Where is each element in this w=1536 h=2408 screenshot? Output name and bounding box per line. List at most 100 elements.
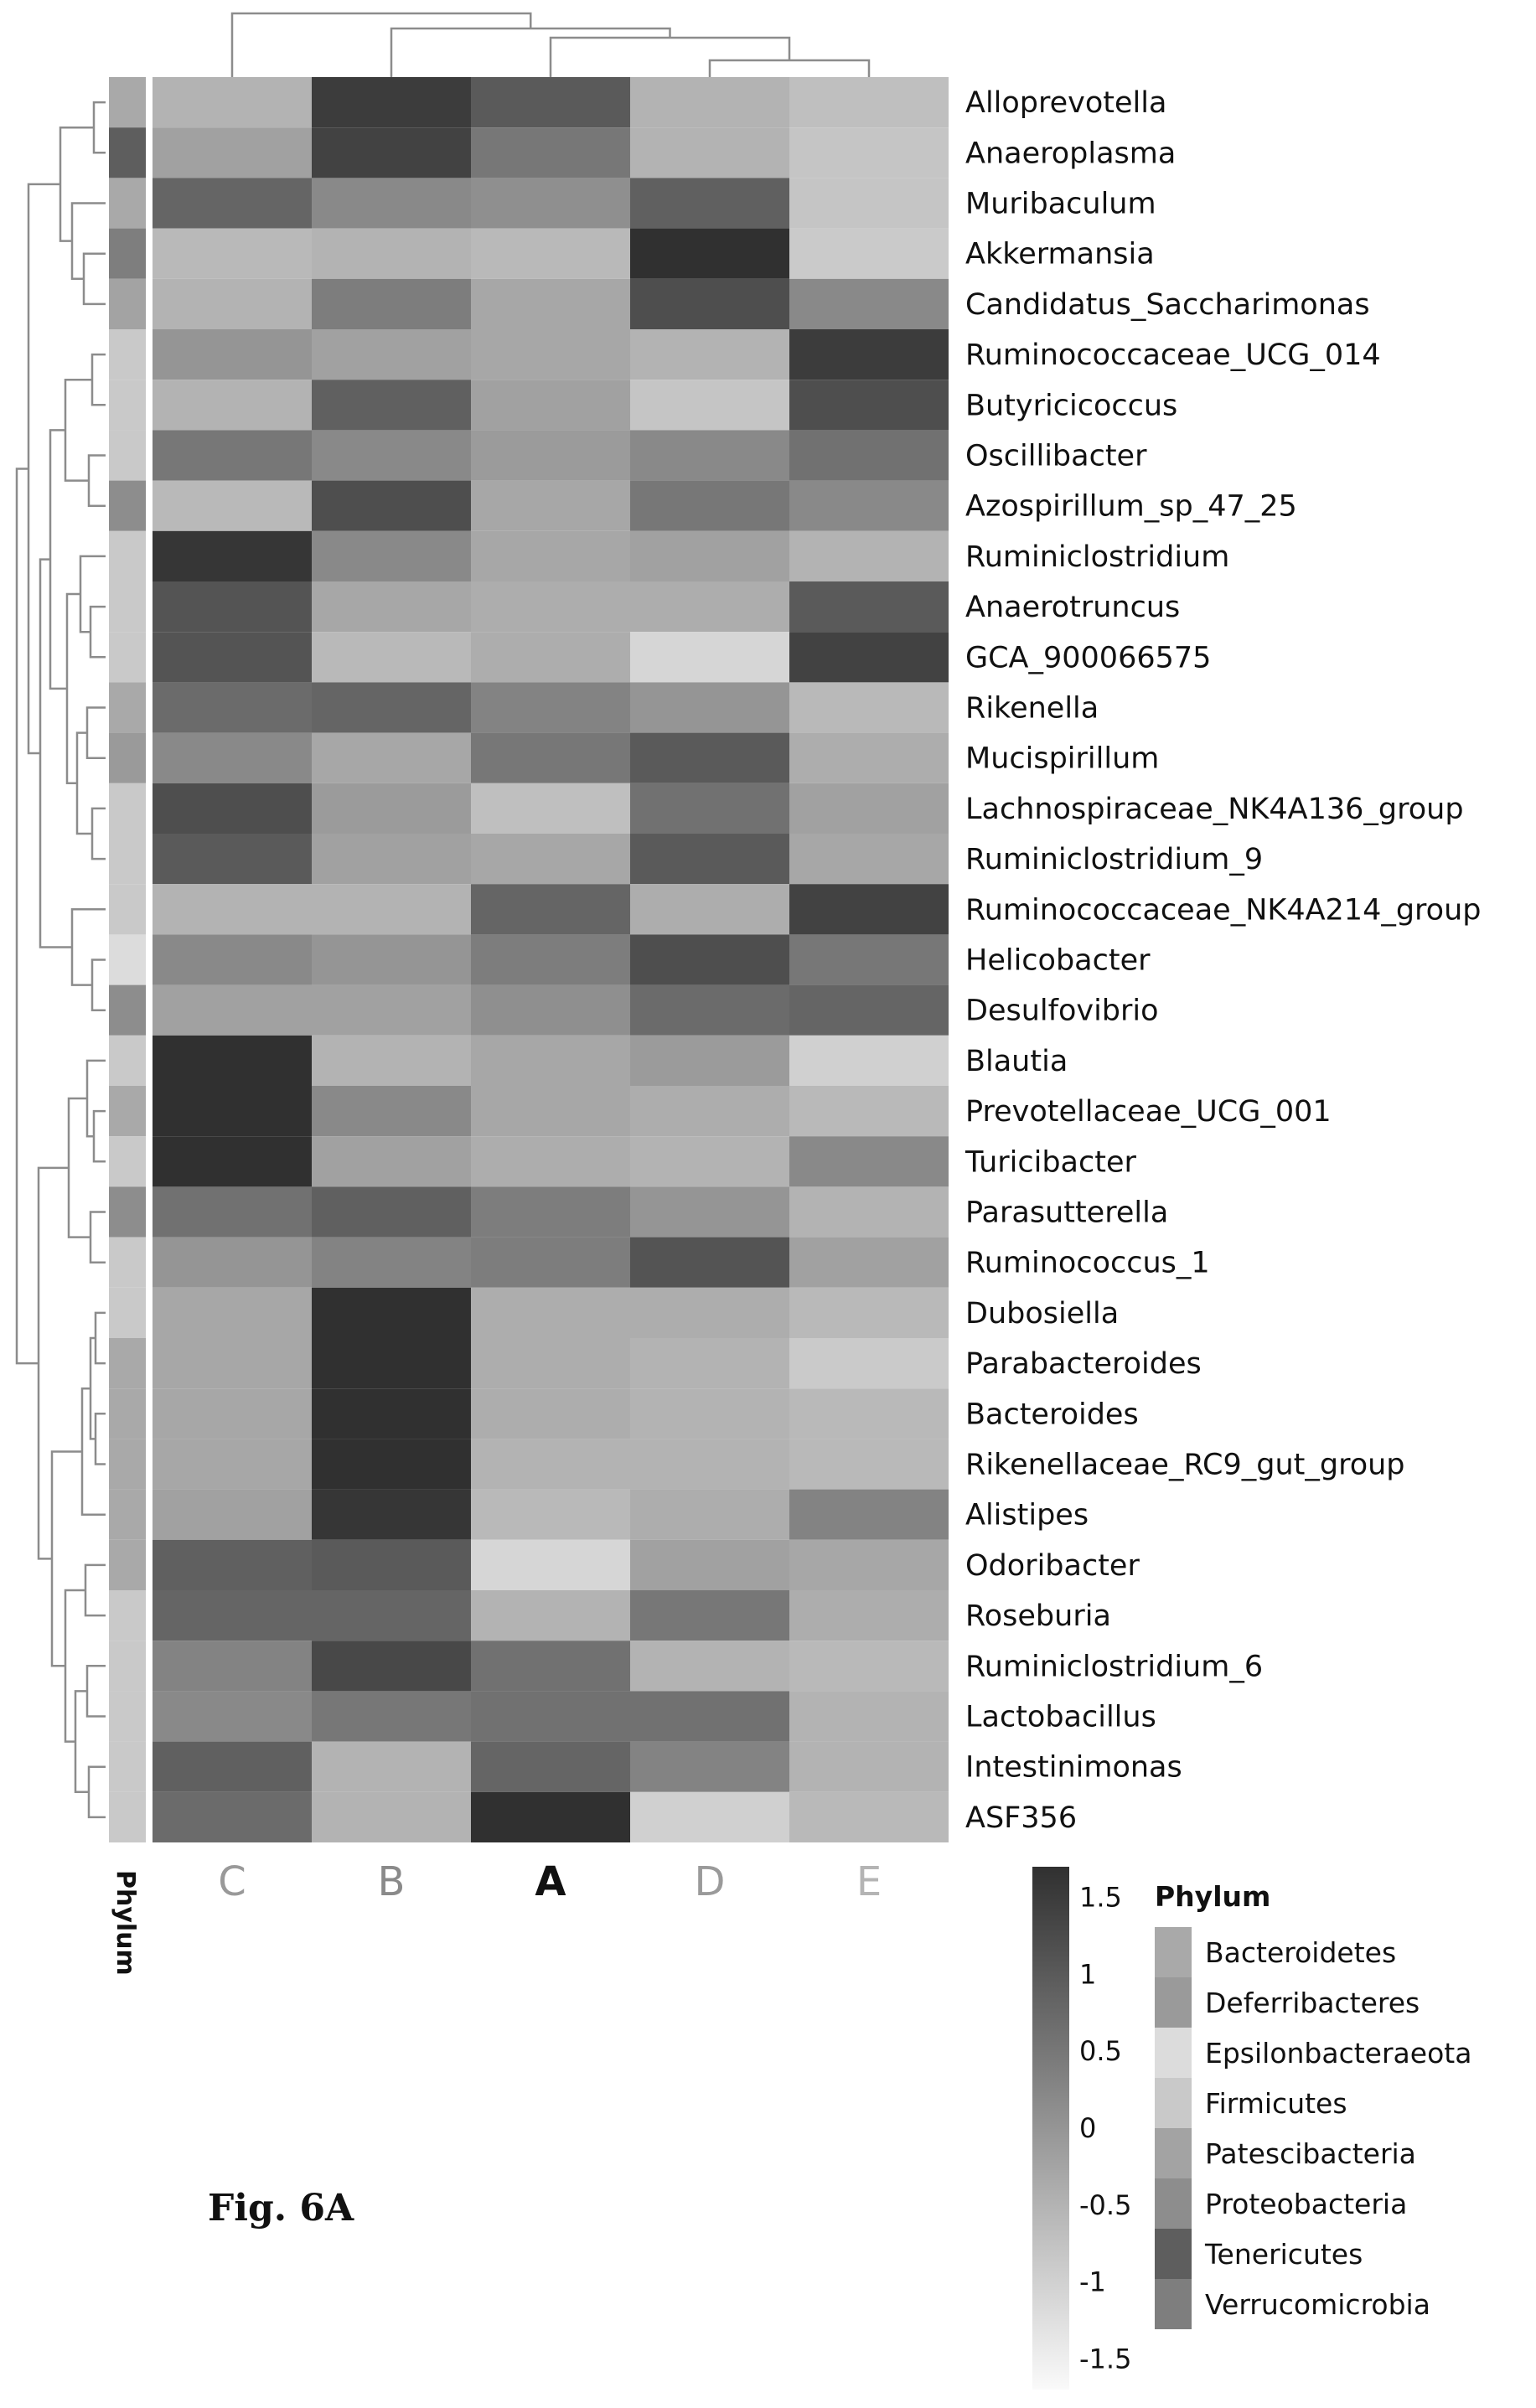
row-label: Parabacteroides xyxy=(965,1347,1202,1381)
heatmap-cell xyxy=(630,278,789,329)
heatmap-cell xyxy=(630,1590,789,1641)
dendrogram-branch xyxy=(89,1211,106,1263)
color-scale-tick: 1 xyxy=(1079,1958,1096,1990)
dendrogram-branch xyxy=(70,908,106,986)
heatmap-cell xyxy=(471,178,630,229)
heatmap-cell xyxy=(789,329,949,380)
phylum-cell xyxy=(109,1590,146,1641)
heatmap-cell xyxy=(471,1439,630,1490)
heatmap-cell xyxy=(471,530,630,581)
phylum-cell xyxy=(109,127,146,178)
column-dendrogram xyxy=(230,12,871,77)
heatmap-cell xyxy=(789,1539,949,1590)
heatmap-cell xyxy=(153,1691,312,1742)
phylum-legend-swatch xyxy=(1155,2128,1192,2178)
phylum-cell xyxy=(109,1691,146,1742)
dendrogram-branch xyxy=(89,605,106,659)
heatmap-cell xyxy=(471,1691,630,1742)
heatmap-cell xyxy=(312,430,471,481)
heatmap-cell xyxy=(312,1791,471,1842)
heatmap-cell xyxy=(630,178,789,229)
dendrogram-branch xyxy=(27,183,60,755)
heatmap-cell xyxy=(312,1186,471,1238)
heatmap-cell xyxy=(789,1287,949,1338)
phylum-cell xyxy=(109,682,146,733)
heatmap-cell xyxy=(630,1539,789,1590)
heatmap-cell xyxy=(630,884,789,935)
heatmap-cell xyxy=(471,581,630,633)
heatmap-cells xyxy=(153,77,949,1842)
phylum-cell xyxy=(109,1741,146,1792)
heatmap-cell xyxy=(471,329,630,380)
row-label: Mucispirillum xyxy=(965,742,1159,776)
heatmap-cell xyxy=(153,480,312,531)
row-label: Ruminococcus_1 xyxy=(965,1247,1210,1280)
heatmap-cell xyxy=(630,228,789,279)
phylum-cell xyxy=(109,480,146,531)
heatmap-cell xyxy=(471,380,630,431)
phylum-cell xyxy=(109,1539,146,1590)
heatmap-cell xyxy=(789,632,949,683)
dendrogram-branch xyxy=(37,1166,69,1560)
heatmap-cell xyxy=(630,1691,789,1742)
heatmap-cell xyxy=(789,530,949,581)
color-scale-tick: 0 xyxy=(1079,2112,1096,2144)
heatmap-cell xyxy=(789,1641,949,1692)
heatmap-cell xyxy=(312,278,471,329)
heatmap-cell xyxy=(153,632,312,683)
heatmap-cell xyxy=(312,732,471,783)
phylum-legend-entry: Epsilonbacteraeota xyxy=(1205,2037,1471,2070)
heatmap-cell xyxy=(471,1338,630,1389)
heatmap-cell xyxy=(153,1186,312,1238)
row-label: Helicobacter xyxy=(965,944,1151,978)
phylum-cell xyxy=(109,1489,146,1540)
row-label: Parasutterella xyxy=(965,1196,1168,1230)
heatmap-cell xyxy=(471,884,630,935)
dendrogram-branch xyxy=(15,468,39,1365)
heatmap-cell xyxy=(153,934,312,985)
heatmap-cell xyxy=(630,834,789,885)
phylum-cell xyxy=(109,430,146,481)
heatmap-cell xyxy=(789,1035,949,1086)
row-label: ASF356 xyxy=(965,1801,1077,1835)
heatmap-cell xyxy=(471,1186,630,1238)
heatmap-cell xyxy=(630,1741,789,1792)
heatmap-cell xyxy=(789,934,949,985)
heatmap-cell xyxy=(153,530,312,581)
phylum-cell xyxy=(109,178,146,229)
heatmap-cell xyxy=(153,1237,312,1288)
phylum-cell xyxy=(109,1641,146,1692)
color-scale-tick: -0.5 xyxy=(1079,2189,1131,2221)
heatmap-cell xyxy=(153,1539,312,1590)
heatmap-cell xyxy=(312,682,471,733)
heatmap-cell xyxy=(312,783,471,834)
heatmap-cell xyxy=(312,834,471,885)
heatmap-cell xyxy=(630,530,789,581)
color-scale-tick: -1 xyxy=(1079,2266,1106,2298)
heatmap-cell xyxy=(153,1287,312,1338)
phylum-legend-swatch xyxy=(1155,2178,1192,2229)
heatmap-cell xyxy=(471,632,630,683)
heatmap-cell xyxy=(153,430,312,481)
phylum-cell xyxy=(109,278,146,329)
heatmap-cell xyxy=(153,1791,312,1842)
column-label: C xyxy=(218,1858,246,1905)
phylum-cell xyxy=(109,530,146,581)
phylum-legend-entry: Deferribacteres xyxy=(1205,1987,1420,2019)
phylum-cell xyxy=(109,1186,146,1238)
phylum-cell xyxy=(109,1287,146,1338)
heatmap-cell xyxy=(153,783,312,834)
row-label: Prevotellaceae_UCG_001 xyxy=(965,1095,1332,1129)
row-label: Intestinimonas xyxy=(965,1751,1182,1785)
heatmap-cell xyxy=(312,632,471,683)
phylum-axis-label: Phylum xyxy=(111,1870,140,1976)
color-scale-legend: 1.5 1 0.5 0 -0.5 -1 -1.5 xyxy=(1032,1867,1131,2390)
heatmap-cell xyxy=(471,1489,630,1540)
row-label: Anaeroplasma xyxy=(965,137,1176,170)
heatmap-cell xyxy=(471,228,630,279)
heatmap-cell xyxy=(630,127,789,178)
heatmap-cell xyxy=(312,1539,471,1590)
heatmap-cell xyxy=(153,329,312,380)
dendrogram-branch xyxy=(390,27,671,77)
